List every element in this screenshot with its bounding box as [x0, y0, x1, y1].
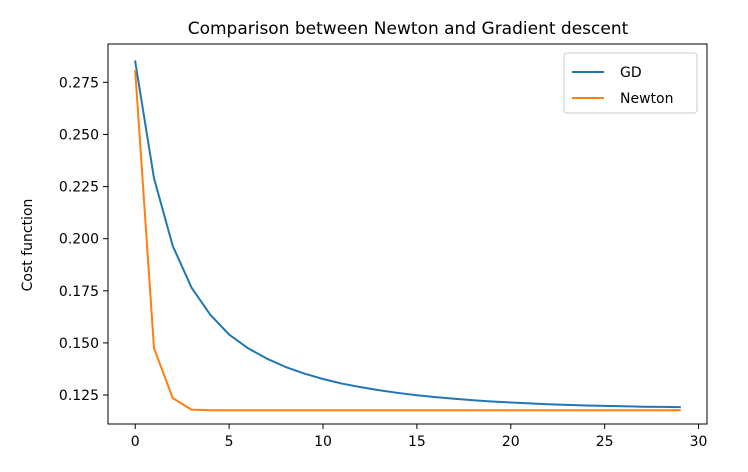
y-axis: 0.125 0.150 0.175 0.200 0.225 0.250 0.275: [59, 75, 108, 404]
plot-area: [134, 60, 681, 412]
y-tick-label: 0.200: [59, 232, 99, 248]
x-tick-label: 5: [225, 434, 234, 450]
y-tick-label: 0.125: [59, 388, 99, 404]
y-tick-label: 0.225: [59, 180, 99, 196]
plot-frame: [107, 43, 708, 425]
y-tick-label: 0.175: [59, 284, 99, 300]
legend: GD Newton: [563, 52, 698, 114]
x-tick-label: 10: [314, 434, 332, 450]
x-tick-label: 25: [596, 434, 614, 450]
y-tick-label: 0.250: [59, 127, 99, 143]
y-tick-label: 0.150: [59, 336, 99, 352]
x-axis: 0 5 10 15 20 25 30: [131, 424, 708, 450]
x-tick-label: 20: [502, 434, 520, 450]
x-tick-label: 15: [408, 434, 426, 450]
series-line-newton: [134, 69, 681, 412]
y-tick-label: 0.275: [59, 75, 99, 91]
y-axis-label: Cost function: [20, 199, 36, 292]
chart-title: Comparison between Newton and Gradient d…: [188, 19, 629, 39]
x-tick-label: 30: [690, 434, 708, 450]
legend-label-gd: GD: [620, 65, 642, 81]
legend-label-newton: Newton: [620, 91, 673, 107]
x-tick-label: 0: [131, 434, 140, 450]
series-line-gd: [134, 60, 681, 409]
